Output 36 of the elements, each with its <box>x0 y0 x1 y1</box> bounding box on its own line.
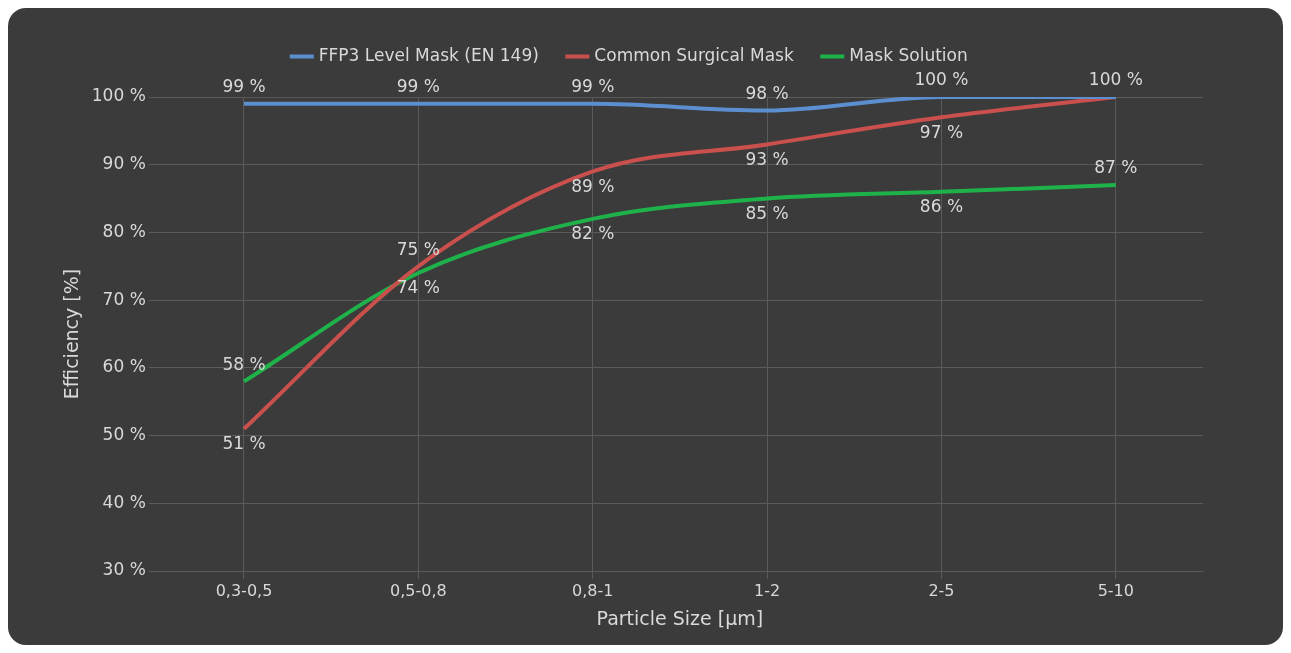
y-tick-label: 60 % <box>102 356 146 377</box>
data-label: 89 % <box>571 175 615 196</box>
data-label: 98 % <box>745 82 789 103</box>
legend-label: Common Surgical Mask <box>594 44 794 65</box>
y-tick-label: 40 % <box>102 491 146 512</box>
y-tick-label: 50 % <box>102 423 146 444</box>
y-tick-label: 70 % <box>102 288 146 309</box>
y-axis-title: Efficiency [%] <box>60 268 83 400</box>
x-tick-label: 0,3-0,5 <box>215 580 273 600</box>
data-label: 87 % <box>1094 157 1138 178</box>
x-tick-label: 1-2 <box>754 580 781 600</box>
x-tick-label: 0,8-1 <box>572 580 614 600</box>
data-label: 93 % <box>745 148 789 169</box>
data-label: 86 % <box>919 196 964 217</box>
data-label: 99 % <box>396 76 440 97</box>
data-label: 82 % <box>571 223 615 244</box>
data-label: 51 % <box>222 433 266 454</box>
data-label: 85 % <box>745 202 789 223</box>
y-tick-label: 100 % <box>91 85 146 106</box>
x-tick-label: 0,5-0,8 <box>390 580 447 600</box>
data-label: 99 % <box>222 76 266 97</box>
data-label: 75 % <box>396 238 440 259</box>
data-label: 100 % <box>1088 69 1143 90</box>
data-label: 74 % <box>396 277 440 298</box>
legend-label: FFP3 Level Mask (EN 149) <box>318 44 539 65</box>
y-tick-label: 80 % <box>102 220 146 241</box>
x-tick-label: 2-5 <box>928 580 955 600</box>
data-label: 99 % <box>571 76 615 97</box>
y-tick-label: 90 % <box>102 153 146 174</box>
data-label: 97 % <box>919 121 964 142</box>
x-axis-title: Particle Size [µm] <box>596 606 764 629</box>
data-label: 58 % <box>222 353 266 374</box>
legend-label: Mask Solution <box>849 44 968 65</box>
data-label: 100 % <box>914 69 969 90</box>
x-tick-label: 5-10 <box>1097 580 1134 600</box>
y-tick-label: 30 % <box>102 559 146 580</box>
